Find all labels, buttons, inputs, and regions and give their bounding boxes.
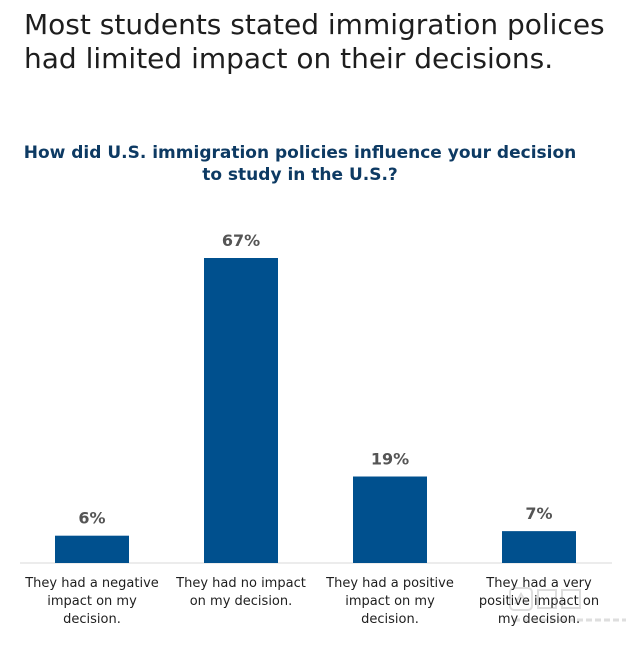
bars-group [55, 258, 576, 563]
data-label-4: 7% [525, 504, 552, 523]
chart-title: How did U.S. immigration policies influe… [23, 143, 577, 185]
category-label-1: They had a negative impact on my decision. [24, 576, 159, 627]
bar-2 [204, 258, 278, 563]
data-labels-group: 6% 67% 19% 7% [78, 231, 552, 528]
data-label-1: 6% [78, 509, 105, 528]
category-labels-group: They had a negative impact on my decision.… [24, 576, 599, 627]
page-headline: Most students stated immigration polices… [24, 8, 605, 75]
bar-3 [353, 476, 427, 563]
category-label-2: They had no impact on my decision. [175, 576, 306, 609]
category-label-3: They had a positive impact on my decision. [325, 576, 454, 627]
data-label-3: 19% [371, 450, 409, 469]
data-label-2: 67% [222, 231, 260, 250]
category-label-4: They had a very positive impact on my deci… [479, 576, 599, 627]
bar-1 [55, 535, 129, 563]
bar-4 [502, 531, 576, 563]
